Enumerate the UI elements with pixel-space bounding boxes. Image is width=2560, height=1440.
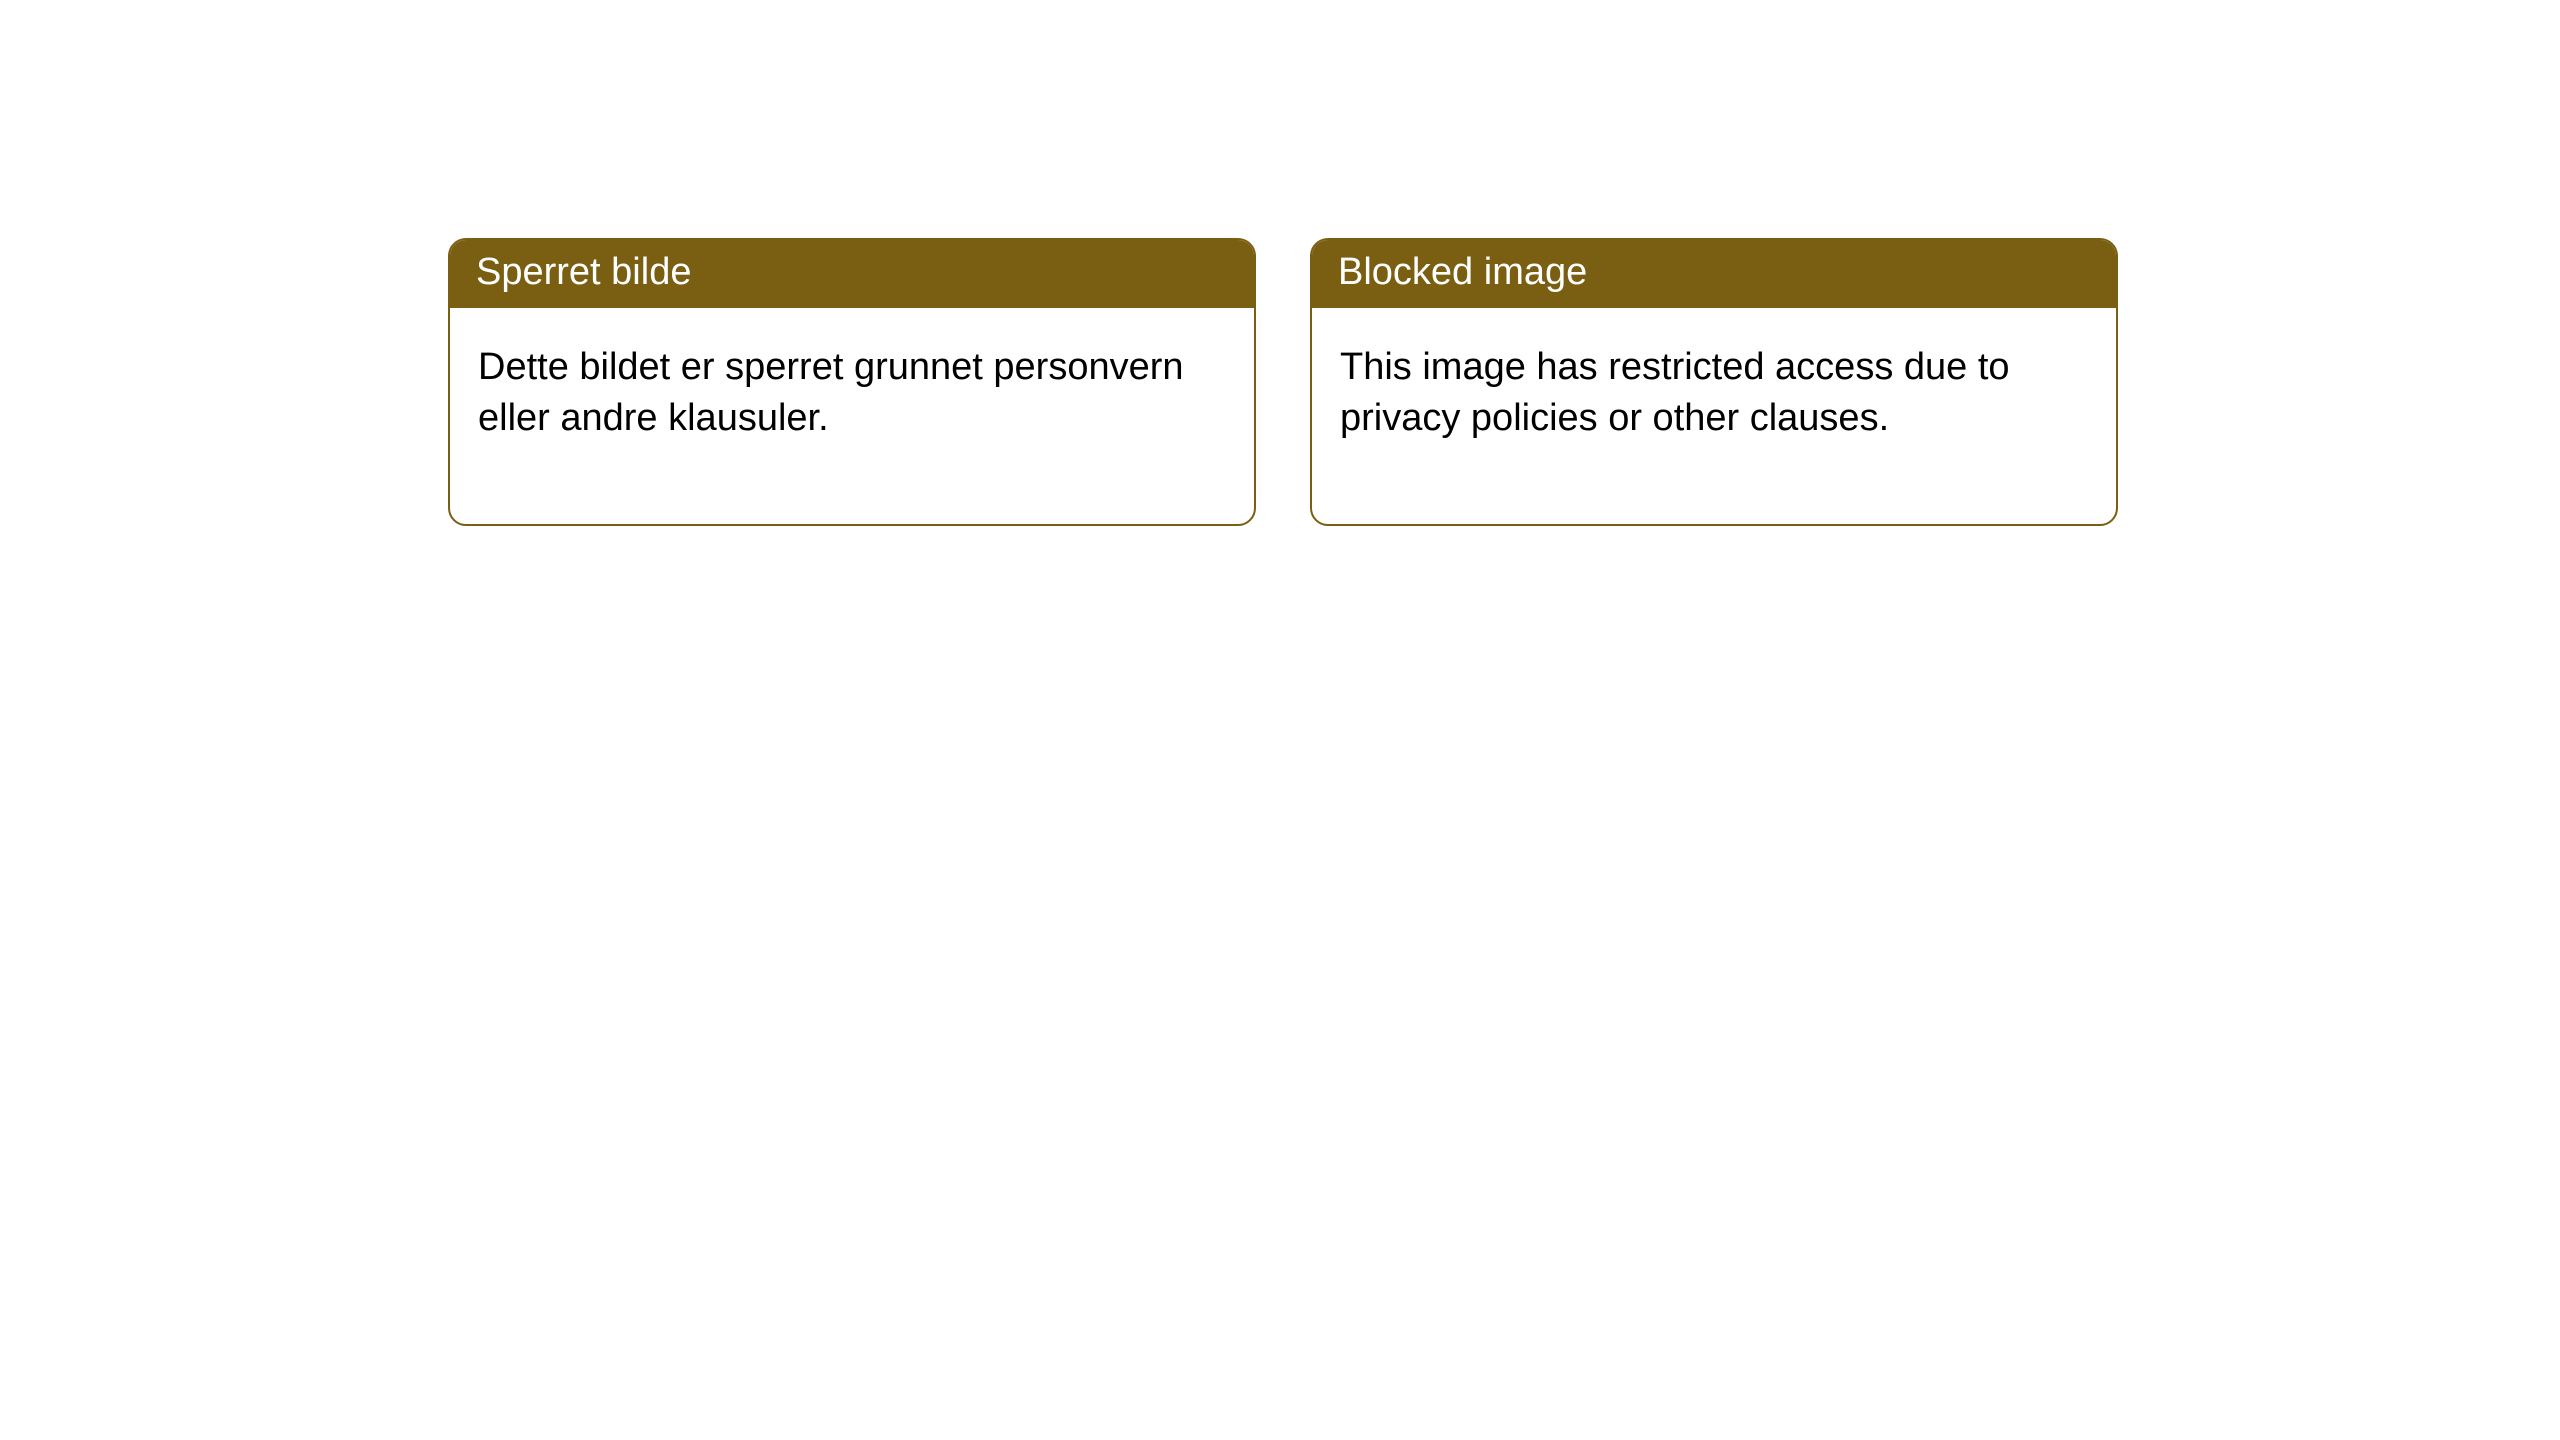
notice-header-english: Blocked image bbox=[1312, 240, 2116, 308]
notice-container: Sperret bilde Dette bildet er sperret gr… bbox=[0, 0, 2560, 526]
notice-box-english: Blocked image This image has restricted … bbox=[1310, 238, 2118, 526]
notice-body-norwegian: Dette bildet er sperret grunnet personve… bbox=[450, 308, 1254, 525]
notice-header-norwegian: Sperret bilde bbox=[450, 240, 1254, 308]
notice-body-english: This image has restricted access due to … bbox=[1312, 308, 2116, 525]
notice-box-norwegian: Sperret bilde Dette bildet er sperret gr… bbox=[448, 238, 1256, 526]
